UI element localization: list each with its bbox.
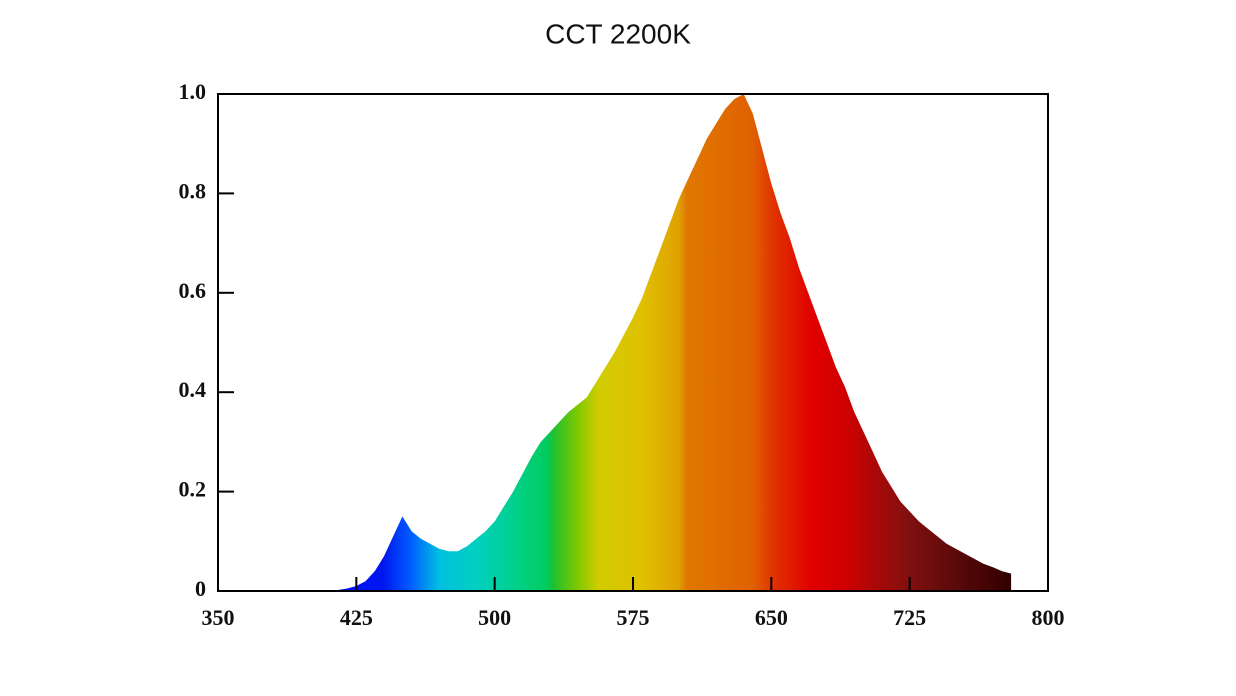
x-tick-label: 425 <box>340 605 373 630</box>
x-tick-label: 350 <box>202 605 235 630</box>
y-tick-label: 0 <box>195 576 206 601</box>
x-tick-label: 500 <box>478 605 511 630</box>
y-tick-label: 0.4 <box>179 377 207 402</box>
chart-title: CCT 2200K <box>545 18 691 49</box>
spectrum-area <box>273 94 1012 591</box>
x-tick-label: 800 <box>1032 605 1065 630</box>
y-tick-label: 0.6 <box>179 278 207 303</box>
y-tick-label: 1.0 <box>179 79 207 104</box>
y-tick-label: 0.8 <box>179 178 207 203</box>
x-tick-label: 575 <box>617 605 650 630</box>
x-tick-label: 725 <box>893 605 926 630</box>
y-tick-label: 0.2 <box>179 477 207 502</box>
x-tick-label: 650 <box>755 605 788 630</box>
